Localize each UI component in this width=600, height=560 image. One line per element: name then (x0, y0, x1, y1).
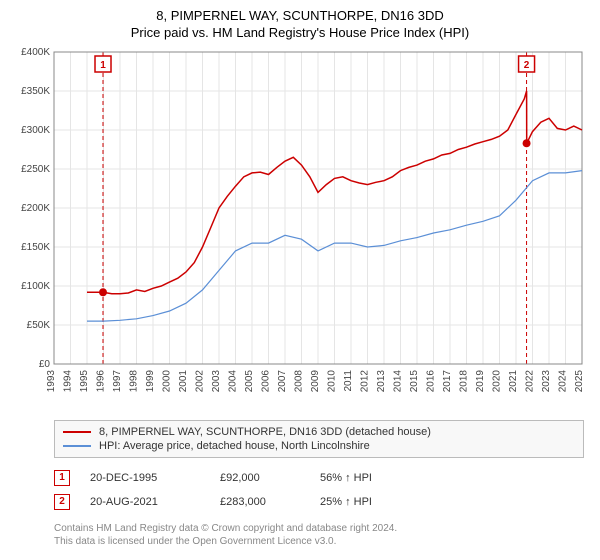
svg-text:£250K: £250K (21, 164, 50, 175)
svg-text:2016: 2016 (426, 369, 437, 392)
svg-text:1996: 1996 (96, 369, 107, 392)
svg-text:1998: 1998 (129, 369, 140, 392)
svg-text:2014: 2014 (393, 369, 404, 392)
svg-text:2011: 2011 (343, 369, 354, 391)
chart-area: £0 £50K £100K £150K £200K £250K £300K £350K £400… (10, 44, 590, 414)
svg-text:2001: 2001 (178, 369, 189, 392)
svg-text:£150K: £150K (21, 242, 50, 253)
chart-subtitle: Price paid vs. HM Land Registry's House … (10, 25, 590, 40)
marker-badge: 2 (54, 494, 70, 510)
marker-pct: 25% ↑ HPI (320, 496, 372, 508)
chart-container: 8, PIMPERNEL WAY, SCUNTHORPE, DN16 3DD P… (0, 0, 600, 560)
marker-row: 1 20-DEC-1995 £92,000 56% ↑ HPI (54, 466, 584, 490)
svg-text:2015: 2015 (409, 369, 420, 392)
footer: Contains HM Land Registry data © Crown c… (54, 522, 590, 548)
svg-text:1999: 1999 (145, 369, 156, 392)
svg-text:£350K: £350K (21, 86, 50, 97)
legend-label: 8, PIMPERNEL WAY, SCUNTHORPE, DN16 3DD (… (99, 426, 431, 438)
svg-text:2024: 2024 (558, 369, 569, 392)
legend: 8, PIMPERNEL WAY, SCUNTHORPE, DN16 3DD (… (54, 420, 584, 458)
svg-text:1: 1 (100, 60, 106, 71)
svg-text:2018: 2018 (459, 369, 470, 392)
marker-pct: 56% ↑ HPI (320, 472, 372, 484)
svg-text:2023: 2023 (541, 369, 552, 392)
svg-text:2006: 2006 (261, 369, 272, 392)
svg-text:2013: 2013 (376, 369, 387, 392)
legend-swatch (63, 431, 91, 433)
svg-text:2007: 2007 (277, 369, 288, 392)
marker-badge: 1 (54, 470, 70, 486)
marker-date: 20-DEC-1995 (90, 472, 200, 484)
marker-price: £92,000 (220, 472, 300, 484)
line-chart-svg: £0 £50K £100K £150K £200K £250K £300K £350K £400… (10, 44, 590, 414)
footer-line1: Contains HM Land Registry data © Crown c… (54, 522, 590, 535)
svg-text:£300K: £300K (21, 125, 50, 136)
svg-text:1994: 1994 (63, 369, 74, 392)
svg-text:£200K: £200K (21, 203, 50, 214)
svg-text:2008: 2008 (294, 369, 305, 392)
marker-details: 1 20-DEC-1995 £92,000 56% ↑ HPI 2 20-AUG-2021… (54, 466, 584, 514)
svg-text:2020: 2020 (492, 369, 503, 392)
svg-text:2: 2 (524, 60, 530, 71)
svg-text:£0: £0 (39, 359, 51, 370)
chart-title: 8, PIMPERNEL WAY, SCUNTHORPE, DN16 3DD (10, 8, 590, 25)
svg-text:1997: 1997 (112, 369, 123, 392)
marker-date: 20-AUG-2021 (90, 496, 200, 508)
svg-text:2017: 2017 (442, 369, 453, 392)
legend-label: HPI: Average price, detached house, Nort… (99, 440, 370, 452)
marker-price: £283,000 (220, 496, 300, 508)
svg-text:2000: 2000 (162, 369, 173, 392)
svg-text:2025: 2025 (574, 369, 585, 392)
svg-text:2003: 2003 (211, 369, 222, 392)
svg-text:£100K: £100K (21, 281, 50, 292)
svg-text:2022: 2022 (525, 369, 536, 392)
svg-text:£400K: £400K (21, 47, 50, 58)
footer-line2: This data is licensed under the Open Gov… (54, 535, 590, 548)
svg-text:2019: 2019 (475, 369, 486, 392)
marker-row: 2 20-AUG-2021 £283,000 25% ↑ HPI (54, 490, 584, 514)
svg-text:2012: 2012 (360, 369, 371, 392)
svg-text:2004: 2004 (228, 369, 239, 392)
svg-text:2009: 2009 (310, 369, 321, 392)
svg-text:1995: 1995 (79, 369, 90, 392)
svg-text:£50K: £50K (27, 320, 51, 331)
svg-text:1993: 1993 (46, 369, 57, 392)
svg-text:2010: 2010 (327, 369, 338, 392)
svg-text:2002: 2002 (195, 369, 206, 392)
svg-text:2005: 2005 (244, 369, 255, 392)
legend-swatch (63, 445, 91, 447)
svg-text:2021: 2021 (508, 369, 519, 392)
legend-item: HPI: Average price, detached house, Nort… (63, 439, 575, 453)
legend-item: 8, PIMPERNEL WAY, SCUNTHORPE, DN16 3DD (… (63, 425, 575, 439)
